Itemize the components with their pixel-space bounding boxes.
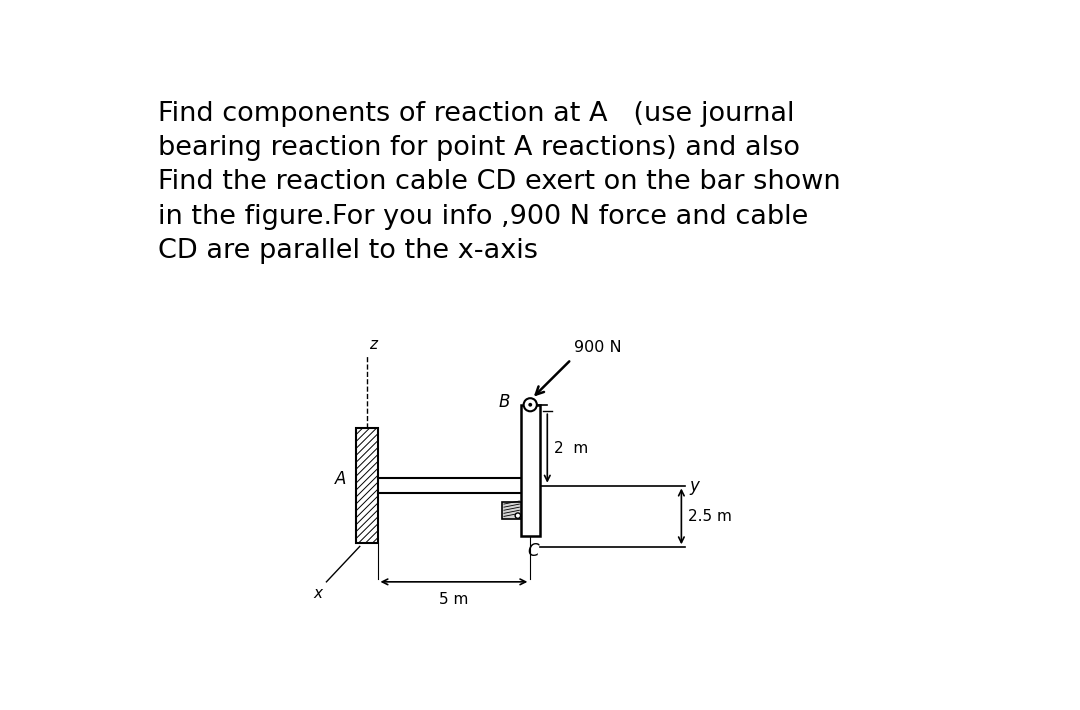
- Text: 2  m: 2 m: [554, 441, 588, 456]
- Circle shape: [528, 403, 532, 407]
- Text: D: D: [526, 501, 538, 519]
- Text: 5 m: 5 m: [440, 592, 469, 607]
- Text: 900 N: 900 N: [575, 340, 622, 355]
- Text: y: y: [690, 476, 700, 495]
- Text: 2.5 m: 2.5 m: [688, 509, 731, 524]
- Bar: [356, 428, 378, 543]
- Text: C: C: [527, 542, 539, 559]
- Text: Find components of reaction at A   (use journal
bearing reaction for point A rea: Find components of reaction at A (use jo…: [159, 101, 841, 264]
- Circle shape: [515, 513, 521, 518]
- Text: A: A: [335, 471, 347, 488]
- Bar: [521, 405, 540, 535]
- Text: x: x: [313, 586, 323, 601]
- Text: B: B: [499, 393, 510, 410]
- Text: z: z: [369, 337, 377, 351]
- Circle shape: [524, 398, 537, 411]
- Bar: [502, 502, 521, 519]
